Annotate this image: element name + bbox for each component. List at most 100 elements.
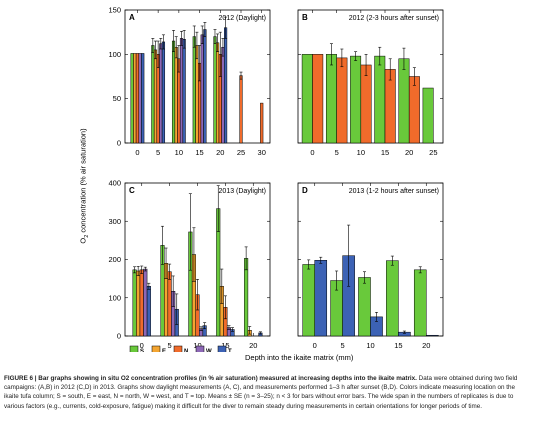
figure-caption: FIGURE 6 | Bar graphs showing in situ O2… bbox=[4, 374, 530, 411]
bar-s bbox=[422, 87, 434, 144]
bar-s bbox=[132, 269, 137, 337]
y-tick-label: 100 bbox=[108, 293, 121, 302]
x-tick-label: 20 bbox=[249, 341, 257, 350]
bar-s bbox=[350, 55, 362, 144]
panel-b: 0 5 10 15 20 25 B 2012 (2-3 hours after sunset) bbox=[297, 9, 444, 157]
x-tick-label: 20 bbox=[216, 148, 224, 157]
x-tick-label: 15 bbox=[221, 341, 229, 350]
bar-t bbox=[224, 27, 228, 144]
x-tick-label: 15 bbox=[394, 341, 402, 350]
bar-n bbox=[167, 271, 172, 337]
x-tick-label: 0 bbox=[135, 148, 139, 157]
bar-t bbox=[426, 334, 439, 337]
legend-label-s: S bbox=[140, 349, 144, 352]
y-tick-label: 400 bbox=[108, 179, 121, 188]
legend-label-w: W bbox=[206, 349, 212, 352]
legend-label-e: E bbox=[162, 349, 166, 352]
legend-swatch-w bbox=[195, 345, 205, 352]
caption-lead: FIGURE 6 | Bar graphs showing in situ O2… bbox=[4, 375, 417, 382]
bar-w bbox=[138, 53, 142, 144]
panel-a: 0 50 100 150 0 5 10 15 20 25 30 A 2012 (Daylight) bbox=[108, 6, 271, 157]
bar-n bbox=[139, 269, 144, 337]
panel-title: 2012 (Daylight) bbox=[219, 15, 266, 22]
bar-e bbox=[216, 42, 220, 144]
bar-n bbox=[336, 57, 348, 144]
bar-t bbox=[141, 53, 145, 144]
bar-s bbox=[192, 36, 196, 144]
bar-w bbox=[179, 38, 184, 144]
bar-s bbox=[413, 269, 427, 337]
x-axis-label: Depth into the ikaite matrix (mm) bbox=[245, 353, 354, 362]
x-tick-label: 20 bbox=[405, 148, 413, 157]
bar-t bbox=[146, 286, 151, 337]
x-tick-label: 5 bbox=[168, 341, 172, 350]
bar-s bbox=[325, 54, 337, 144]
bar-t bbox=[161, 41, 166, 144]
legend-label-t: T bbox=[228, 349, 232, 352]
bar-n bbox=[360, 64, 372, 144]
bar-s bbox=[301, 54, 313, 144]
y-tick-label: 50 bbox=[113, 94, 121, 103]
x-tick-label: 10 bbox=[357, 148, 365, 157]
x-tick-label: 10 bbox=[193, 341, 201, 350]
x-tick-label: 0 bbox=[140, 341, 144, 350]
panel-title: 2013 (Daylight) bbox=[219, 188, 266, 195]
bar-t bbox=[314, 260, 328, 337]
bar-w bbox=[143, 268, 148, 337]
bar-s bbox=[398, 58, 410, 144]
x-tick-label: 0 bbox=[313, 341, 317, 350]
bar-t bbox=[203, 29, 207, 144]
x-tick-label: 15 bbox=[381, 148, 389, 157]
y-tick-label: 0 bbox=[117, 139, 121, 148]
panel-d: 0 5 10 15 20 D 2013 (1-2 hours after sunset) bbox=[297, 182, 444, 350]
legend-swatch-n bbox=[173, 345, 183, 352]
bar-t bbox=[182, 39, 186, 144]
panel-letter: C bbox=[129, 186, 135, 195]
bar-n bbox=[384, 69, 396, 144]
bar-e bbox=[153, 49, 158, 144]
panel-letter: A bbox=[129, 13, 135, 22]
x-tick-label: 25 bbox=[429, 148, 437, 157]
bar-s bbox=[213, 36, 217, 144]
x-tick-label: 10 bbox=[175, 148, 183, 157]
x-tick-label: 5 bbox=[156, 148, 160, 157]
bar-n bbox=[408, 76, 420, 144]
bar-s bbox=[374, 55, 386, 144]
bar-e bbox=[136, 270, 141, 337]
bar-n bbox=[260, 102, 264, 144]
bar-w bbox=[200, 34, 204, 144]
y-axis-label: O2 concentration (% air saturation) bbox=[78, 128, 90, 244]
x-tick-label: 10 bbox=[366, 341, 374, 350]
legend-swatch-s bbox=[129, 345, 139, 352]
bar-e bbox=[174, 46, 178, 144]
bar-n bbox=[135, 53, 140, 144]
y-tick-label: 150 bbox=[108, 6, 121, 15]
bar-n bbox=[312, 54, 324, 144]
bar-s bbox=[171, 40, 176, 144]
panel-title: 2013 (1-2 hours after sunset) bbox=[349, 188, 439, 195]
x-tick-label: 25 bbox=[237, 148, 245, 157]
y-tick-label: 0 bbox=[117, 332, 121, 341]
x-tick-label: 5 bbox=[335, 148, 339, 157]
bar-s bbox=[130, 53, 134, 144]
bar-s bbox=[358, 277, 371, 337]
panel-title: 2012 (2-3 hours after sunset) bbox=[349, 15, 439, 22]
bar-s bbox=[302, 264, 315, 337]
x-tick-label: 20 bbox=[422, 341, 430, 350]
panel-letter: D bbox=[302, 186, 308, 195]
bar-n bbox=[239, 75, 243, 144]
y-tick-label: 300 bbox=[108, 217, 121, 226]
bar-e bbox=[133, 53, 137, 144]
panel-letter: B bbox=[302, 13, 308, 22]
x-tick-label: 0 bbox=[310, 148, 314, 157]
x-tick-label: 5 bbox=[341, 341, 345, 350]
legend-label-n: N bbox=[184, 349, 188, 352]
y-tick-label: 200 bbox=[108, 255, 121, 264]
bar-w bbox=[159, 43, 163, 144]
bar-e bbox=[195, 45, 199, 144]
x-tick-label: 30 bbox=[258, 148, 266, 157]
legend-swatch-e bbox=[151, 345, 161, 352]
legend-swatch-t bbox=[217, 345, 227, 352]
caption-body: Data were obtained during two field camp… bbox=[4, 375, 518, 410]
